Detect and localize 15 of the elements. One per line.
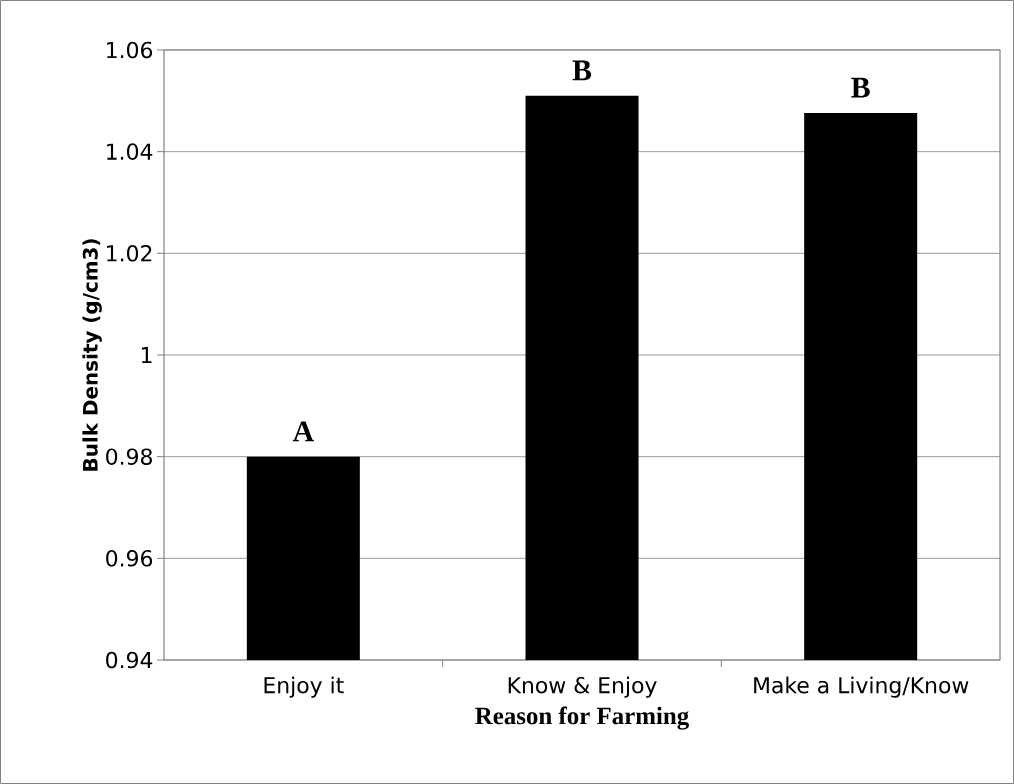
annotation: B bbox=[851, 77, 870, 98]
y-tick-label: 0.98 bbox=[106, 448, 152, 465]
x-tick-label: Know & Enjoy bbox=[508, 676, 657, 698]
x-tick-label: Enjoy it bbox=[264, 676, 344, 698]
annotation: A bbox=[292, 421, 314, 442]
y-tick-label: 1.04 bbox=[107, 143, 153, 160]
y-tick-label: 1 bbox=[141, 347, 152, 363]
y-tick-label: 0.96 bbox=[106, 550, 153, 567]
y-tick-label: 1.06 bbox=[107, 41, 153, 59]
x-tick-label: Make a Living/Know bbox=[754, 676, 969, 698]
y-tick-label: 0.94 bbox=[106, 651, 153, 669]
y-axis-title: Bulk Density (g/cm3) bbox=[82, 239, 102, 471]
y-tick-label: 1.02 bbox=[107, 245, 152, 262]
x-axis-title: Reason for Farming bbox=[475, 706, 689, 730]
annotation: B bbox=[572, 60, 592, 81]
